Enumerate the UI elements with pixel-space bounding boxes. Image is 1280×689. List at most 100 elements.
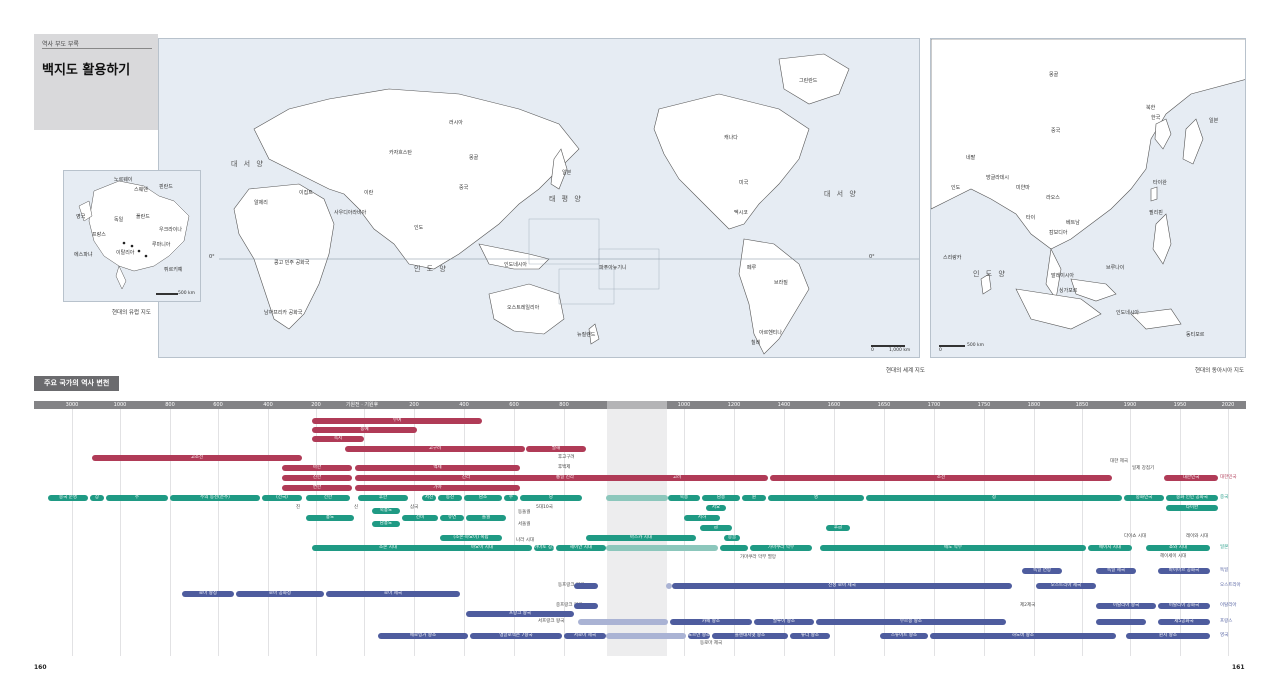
ocean-indian-asia: 인 도 양: [973, 270, 1007, 278]
tbar-warring: (전국): [262, 495, 302, 501]
note-taisho: 다이쇼 시대: [1124, 534, 1147, 539]
tbar-southern: 남조: [464, 495, 502, 501]
page-number-left: 160: [34, 664, 47, 671]
tbar-okjeo: 옥저: [312, 436, 364, 442]
tbar-western-jin: 서진: [422, 495, 436, 501]
tbar-heian: 헤이안 시대: [556, 545, 606, 551]
timeline-grid: [34, 409, 1246, 656]
tbar-italy-republic: 이탈리아 공화국: [1158, 603, 1210, 609]
label-india: 인도: [414, 225, 424, 231]
world-map: 대 서 양 태 평 양 인 도 양 대 서 양 0° 0° 캐나다 미국 멕시코…: [158, 38, 920, 358]
tick-label: 1950: [1173, 402, 1187, 408]
tbar-showa: 쇼와 시대: [1146, 545, 1210, 551]
tbar-frankish: 프랑크 왕국: [466, 611, 574, 617]
europe-map-caption: 현대의 유럽 지도: [112, 310, 151, 316]
tbar-hre: 신성 로마 제국: [672, 583, 1012, 589]
tbar-tang: 당: [520, 495, 582, 501]
eu-label-france: 프랑스: [92, 232, 106, 238]
asia-label-cambodia: 캄보디아: [1049, 230, 1068, 236]
row-end-france: 프랑스: [1220, 619, 1233, 624]
tbar-hanover: 하노버 왕조: [930, 633, 1116, 639]
tbar-silla: 신라: [355, 475, 577, 481]
tbar-yayoi: 야요이 시대: [432, 545, 532, 551]
tbar-unified-silla: 통일 신라: [520, 475, 610, 481]
tbar-kamakura: 가마쿠라 막부: [750, 545, 812, 551]
tbar-stuart: 스튜어트 왕조: [880, 633, 928, 639]
tbar-merovingian: 메로빙거 왕조: [378, 633, 468, 639]
tbar-baekje: 백제: [355, 465, 520, 471]
tbar-asuka: 아스카 시대: [586, 535, 696, 541]
note-colonial: 일제 강점기: [1132, 466, 1155, 471]
tbar-republic-korea: 대한민국: [1164, 475, 1218, 481]
tbar-jomon: 조몬 시대: [312, 545, 464, 551]
note-hubaekje: 후백제: [558, 465, 571, 470]
label-saudi: 사우디아라비아: [334, 210, 367, 216]
world-map-outline: [219, 53, 919, 355]
asia-label-timor: 동티모르: [1186, 332, 1205, 338]
label-argentina: 아르헨티나: [759, 330, 783, 336]
tick-label: 200: [311, 402, 321, 408]
tick-label: 400: [263, 402, 273, 408]
tbar-goryeo: 고려: [586, 475, 768, 481]
tbar-buyeo: 부여: [312, 418, 482, 424]
tbar-east-francia: [574, 583, 598, 589]
tbar-zhou: 주: [106, 495, 168, 501]
note-second-empire: 제2제국: [1020, 603, 1036, 608]
tbar-yamato: 야마토 정권: [534, 545, 554, 551]
tbar-western-liao: 서요: [706, 505, 726, 511]
tbar-s-xiongnu: 남흉노: [372, 521, 400, 527]
label-kazakhstan: 카자흐스탄: [389, 150, 413, 156]
tbar-mongol: 몽골: [724, 535, 740, 541]
equator-right-label: 0°: [869, 254, 875, 260]
tbar-xiongnu: 흉노: [306, 515, 354, 521]
tbar-weimar: 바이마르 공화국: [1158, 568, 1210, 574]
row-end-italy: 이탈리아: [1220, 603, 1237, 608]
asia-map-caption: 현대의 동아시아 지도: [1195, 368, 1245, 374]
tick-label: 1400: [777, 402, 791, 408]
tbar-byeonhan: 변한: [282, 485, 352, 491]
tbar-dongye: 동예: [312, 427, 417, 433]
note-korean-empire: 대한 제국: [1110, 459, 1128, 464]
row-end-japan: 일본: [1220, 545, 1229, 550]
asia-label-vietnam: 베트남: [1066, 220, 1080, 226]
tbar-windsor: 윈저 왕조: [1126, 633, 1210, 639]
tick-label: 1200: [727, 402, 741, 408]
tick-label: 200: [409, 402, 419, 408]
asia-map-outline: [931, 39, 1245, 330]
ocean-pacific: 태 평 양: [549, 195, 583, 203]
tbar-joseon: 조선: [770, 475, 1112, 481]
asia-label-mongolia: 몽골: [1049, 72, 1059, 78]
tbar-prc: 중화 인민 공화국: [1166, 495, 1218, 501]
tbar-gojoseon: 고조선: [92, 455, 302, 461]
asia-label-korea: 한국: [1151, 115, 1161, 121]
tbar-roman-kingdom: 로마 왕정: [182, 591, 234, 597]
eu-label-germany: 독일: [114, 217, 124, 223]
row-end-britain: 영국: [1220, 633, 1229, 638]
label-drc: 콩고 민주 공화국: [274, 260, 310, 266]
tbar-capet: 카페 왕조: [670, 619, 752, 625]
asia-label-philippines: 필리핀: [1149, 210, 1163, 216]
eu-label-spain: 에스파냐: [74, 252, 93, 258]
asia-label-thailand: 타이: [1026, 215, 1036, 221]
timeline-axis-gap: [607, 401, 667, 409]
tbar-qing: 청: [866, 495, 1122, 501]
tick-label: 800: [165, 402, 175, 408]
note-west-francia: 서프랑크 왕국: [538, 619, 565, 624]
tick-label: 1750: [977, 402, 991, 408]
tick-label: 1650: [877, 402, 891, 408]
section-rule: [42, 48, 152, 49]
equator-left-label: 0°: [209, 254, 215, 260]
asia-label-nepal: 네팔: [966, 155, 976, 161]
asia-label-india: 인도: [951, 185, 961, 191]
row-end-germany: 독일: [1220, 568, 1229, 573]
europe-map-outline: [78, 180, 190, 290]
label-algeria: 알제리: [254, 200, 268, 206]
label-canada: 캐나다: [724, 135, 738, 141]
ocean-atlantic-east: 대 서 양: [824, 190, 858, 198]
note-east-francia: 동프랑크 왕국: [558, 583, 585, 588]
tbar-austrian-empire: 오스트리아 제국: [1036, 583, 1096, 589]
timeline-heading: 주요 국가의 역사 변천: [34, 376, 120, 391]
asia-label-brunei: 브루나이: [1106, 265, 1125, 271]
tbar-eastern-han: 후한: [358, 495, 408, 501]
label-new-zealand: 뉴질랜드: [577, 332, 596, 338]
